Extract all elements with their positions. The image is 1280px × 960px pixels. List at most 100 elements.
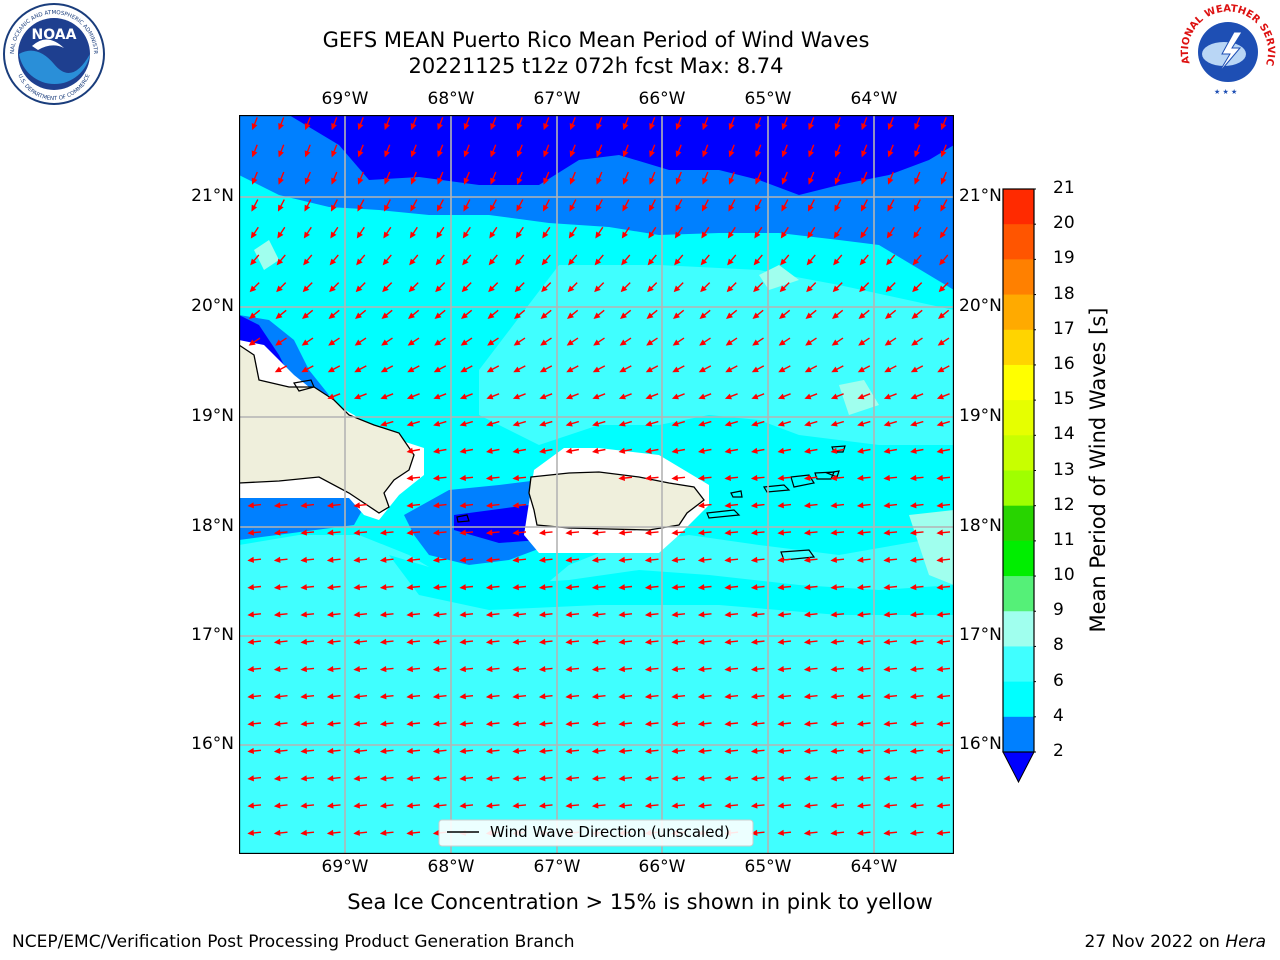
wind-wave-arrowhead (406, 747, 413, 755)
wind-wave-arrowhead (724, 693, 731, 700)
noaa-logo: NATIONAL OCEANIC AND ATMOSPHERIC ADMINIS… (2, 2, 105, 105)
wind-wave-arrowhead (485, 720, 493, 727)
wind-wave-arrowhead (777, 775, 784, 782)
wind-wave-arrowhead (516, 204, 523, 212)
wind-wave-arrowhead (883, 693, 890, 700)
colorbar-tick-label: 15 (1053, 389, 1075, 410)
footer-date-text: 27 Nov 2022 on (1084, 932, 1226, 952)
wind-wave-arrowhead (750, 775, 758, 782)
wind-wave-arrowhead (861, 123, 867, 131)
wind-wave-arrowhead (644, 638, 652, 645)
lon-tick-bottom: 69°W (321, 857, 369, 877)
wind-wave-arrowhead (884, 339, 892, 346)
wind-wave-arrowhead (753, 258, 761, 266)
wind-wave-arrowhead (436, 231, 443, 239)
colorbar-segment (1003, 540, 1034, 577)
period-band-2-4-south-hisp (239, 498, 369, 540)
wind-wave-arrowhead (751, 366, 759, 373)
wind-wave-arrowhead (326, 556, 334, 563)
wind-wave-arrowhead (750, 638, 758, 645)
wind-wave-arrowhead (591, 611, 599, 618)
wind-wave-arrowhead (644, 802, 652, 809)
wind-wave-arrowhead (618, 775, 625, 782)
colorbar-segment (1003, 470, 1034, 507)
wind-wave-arrowhead (432, 666, 440, 673)
wind-wave-arrowhead (512, 720, 519, 727)
wind-wave-arrowhead (618, 420, 626, 427)
wind-wave-arrowhead (331, 150, 337, 158)
lon-tick-top: 64°W (850, 89, 898, 109)
wind-wave-arrowhead (830, 693, 837, 700)
wind-wave-arrowhead (697, 638, 705, 645)
wind-wave-arrowhead (644, 584, 652, 591)
wind-wave-arrowhead (803, 611, 811, 618)
wind-wave-arrowhead (512, 420, 520, 427)
lon-tick-bottom: 67°W (533, 857, 581, 877)
wind-wave-arrowhead (539, 366, 547, 373)
wind-wave-arrowhead (856, 720, 864, 727)
wind-wave-arrowhead (433, 420, 441, 427)
wind-wave-arrowhead (883, 447, 891, 454)
wind-wave-arrowhead (621, 258, 628, 266)
wind-wave-arrowhead (278, 123, 284, 131)
wind-wave-arrowhead (328, 339, 336, 346)
wind-wave-arrowhead (909, 529, 917, 536)
wind-wave-arrowhead (750, 529, 758, 536)
wind-wave-arrowhead (883, 638, 890, 645)
lat-tick-left: 17°N (191, 625, 234, 645)
wind-wave-arrowhead (538, 802, 546, 809)
wind-wave-arrowhead (671, 584, 678, 591)
wind-wave-arrowhead (485, 802, 493, 809)
colorbar-segment (1003, 716, 1034, 753)
wind-wave-arrowhead (702, 123, 708, 131)
wind-wave-arrowhead (542, 204, 549, 212)
wind-wave-arrowhead (806, 285, 813, 293)
wind-wave-arrowhead (697, 556, 705, 563)
wind-wave-arrowhead (752, 339, 760, 346)
wind-wave-arrowhead (596, 150, 602, 158)
wind-wave-arrowhead (724, 556, 731, 563)
wind-wave-arrowhead (858, 339, 866, 346)
wind-wave-arrowhead (276, 258, 284, 266)
wind-wave-arrowhead (724, 420, 732, 427)
wind-wave-arrowhead (490, 123, 496, 131)
wind-wave-arrowhead (883, 420, 891, 427)
wind-wave-arrowhead (379, 638, 387, 645)
wind-wave-arrowhead (300, 584, 307, 591)
wind-wave-arrowhead (803, 529, 811, 536)
wind-wave-arrowhead (675, 123, 682, 131)
wind-wave-arrowhead (803, 775, 811, 782)
wind-wave-arrowhead (300, 802, 307, 809)
wind-wave-arrowhead (830, 447, 838, 454)
wind-wave-arrowhead (618, 802, 625, 809)
wind-wave-arrowhead (861, 177, 867, 185)
svg-text:★ ★ ★: ★ ★ ★ (1214, 88, 1237, 96)
wind-wave-arrowhead (569, 177, 576, 185)
wind-wave-arrowhead (382, 258, 390, 266)
wind-wave-arrowhead (330, 231, 337, 239)
wind-wave-arrowhead (276, 285, 283, 293)
wind-wave-arrowhead (538, 638, 546, 645)
wind-wave-arrowhead (543, 150, 549, 158)
wind-wave-arrowhead (459, 556, 466, 563)
wind-wave-arrowhead (565, 775, 572, 782)
wind-wave-arrowhead (860, 204, 867, 212)
wind-wave-arrowhead (803, 584, 811, 591)
wind-wave-arrowhead (357, 123, 364, 131)
wind-wave-arrowhead (750, 747, 758, 755)
wind-wave-arrowhead (406, 802, 413, 809)
wind-wave-arrowhead (432, 775, 440, 782)
wind-wave-arrowhead (277, 204, 284, 212)
wind-wave-arrowhead (541, 258, 549, 266)
wind-wave-arrowhead (379, 802, 387, 809)
wind-wave-arrowhead (649, 177, 655, 185)
period-band-6-8-north (479, 265, 954, 445)
wind-wave-arrowhead (830, 420, 838, 427)
wind-wave-arrowhead (883, 666, 890, 673)
wind-wave-arrowhead (486, 393, 494, 400)
wind-wave-arrowhead (644, 529, 652, 536)
period-band-4-6-strip (389, 555, 954, 615)
wind-wave-arrowhead (302, 312, 309, 319)
wind-wave-arrowhead (326, 502, 334, 509)
colorbar-tick-label: 10 (1053, 565, 1075, 586)
